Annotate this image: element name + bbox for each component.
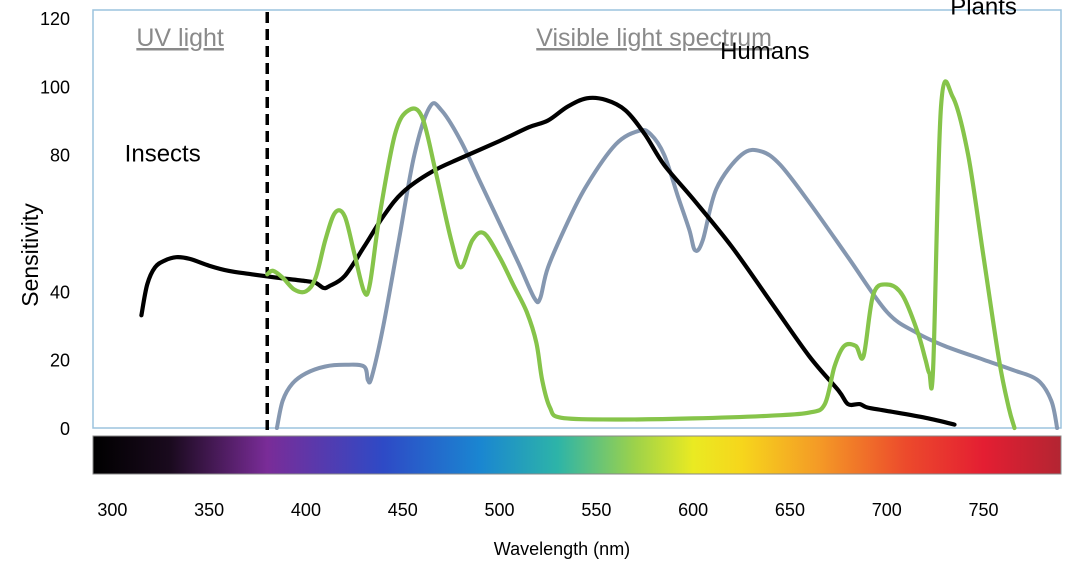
spectrum-bar — [92, 435, 1062, 475]
region-label: Visible light spectrum — [536, 24, 772, 52]
x-tick-label: 700 — [872, 500, 902, 520]
y-tick-label: 120 — [40, 9, 70, 29]
region-labels: UV light Visible light spectrum — [136, 24, 772, 52]
x-axis-ticks: 300 350 400 450 500 550 600 650 700 750 — [97, 500, 998, 520]
y-tick-label: 40 — [50, 282, 70, 302]
x-tick-label: 600 — [678, 500, 708, 520]
region-label: UV light — [136, 24, 224, 52]
y-tick-label: 0 — [60, 419, 70, 439]
x-tick-label: 650 — [775, 500, 805, 520]
y-tick-label: 100 — [40, 77, 70, 97]
x-tick-label: 350 — [194, 500, 224, 520]
x-tick-label: 300 — [97, 500, 127, 520]
x-tick-label: 750 — [969, 500, 999, 520]
series-layer — [139, 79, 1060, 431]
y-tick-label: 20 — [50, 351, 70, 371]
y-axis-ticks: 0 20 40 80 100 120 — [40, 9, 70, 439]
series-line-insects — [139, 95, 957, 427]
plot-frame — [92, 9, 1062, 429]
x-tick-label: 550 — [581, 500, 611, 520]
series-labels: Humans Insects Plants — [125, 0, 1017, 168]
series-label-insects: Insects — [125, 141, 201, 168]
x-tick-label: 500 — [485, 500, 515, 520]
series-line-plants — [265, 79, 1017, 431]
x-tick-label: 450 — [388, 500, 418, 520]
x-tick-label: 400 — [291, 500, 321, 520]
x-axis-label: Wavelength (nm) — [494, 539, 630, 559]
y-axis-label: Sensitivity — [17, 203, 43, 307]
series-label-humans: Humans — [720, 38, 809, 65]
series-label-plants: Plants — [950, 0, 1017, 21]
y-tick-label: 80 — [50, 146, 70, 166]
